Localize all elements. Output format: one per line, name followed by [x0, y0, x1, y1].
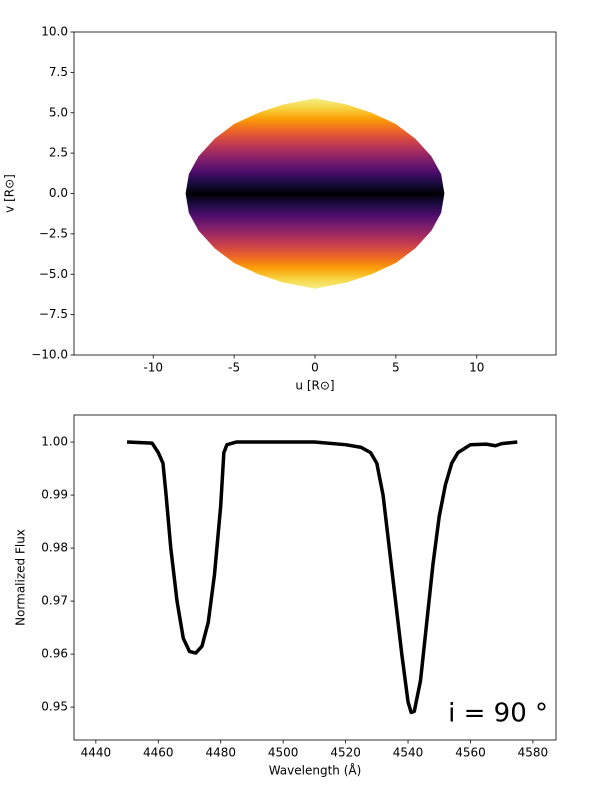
star-surface-south: [185, 193, 445, 289]
y-tick-label: −2.5: [39, 226, 68, 240]
x-tick-label: 4440: [81, 746, 112, 760]
x-tick-label: 4580: [518, 746, 549, 760]
x-tick-label: 4500: [268, 746, 299, 760]
y-tick-label: 2.5: [49, 146, 68, 160]
y-tick-label: 0.96: [41, 647, 68, 661]
y-tick-label: 0.0: [49, 186, 68, 200]
x-tick-label: 10: [469, 361, 484, 375]
x-tick-label: 0: [311, 361, 319, 375]
x-tick-label: 4460: [143, 746, 174, 760]
y-tick-label: −5.0: [39, 267, 68, 281]
y-tick-label: 0.95: [41, 700, 68, 714]
spectrum-line: [126, 440, 518, 715]
y-tick-label: −10.0: [31, 348, 68, 362]
x-axis-label: Wavelength (Å): [269, 763, 362, 778]
y-tick-label: 0.99: [41, 488, 68, 502]
y-tick-label: 5.0: [49, 105, 68, 119]
star-surface-north: [185, 98, 445, 194]
x-tick-label: -10: [143, 361, 163, 375]
y-tick-label: 1.00: [41, 435, 68, 449]
x-tick-label: 4480: [205, 746, 236, 760]
y-axis-label: v [R⊙]: [3, 174, 17, 213]
x-axis-label: u [R⊙]: [295, 379, 334, 393]
axes-frame: [73, 414, 557, 741]
y-tick-label: 10.0: [41, 25, 68, 39]
y-axis-label: Normalized Flux: [14, 529, 28, 626]
x-tick-label: 5: [392, 361, 400, 375]
y-tick-label: 0.97: [41, 594, 68, 608]
y-tick-label: 0.98: [41, 541, 68, 555]
x-tick-label: 4540: [393, 746, 424, 760]
x-tick-label: 4520: [330, 746, 361, 760]
y-tick-label: −7.5: [39, 307, 68, 321]
y-tick-label: 7.5: [49, 65, 68, 79]
x-tick-label: 4560: [455, 746, 486, 760]
x-tick-label: -5: [228, 361, 240, 375]
annotation: i = 90 °: [448, 699, 548, 729]
